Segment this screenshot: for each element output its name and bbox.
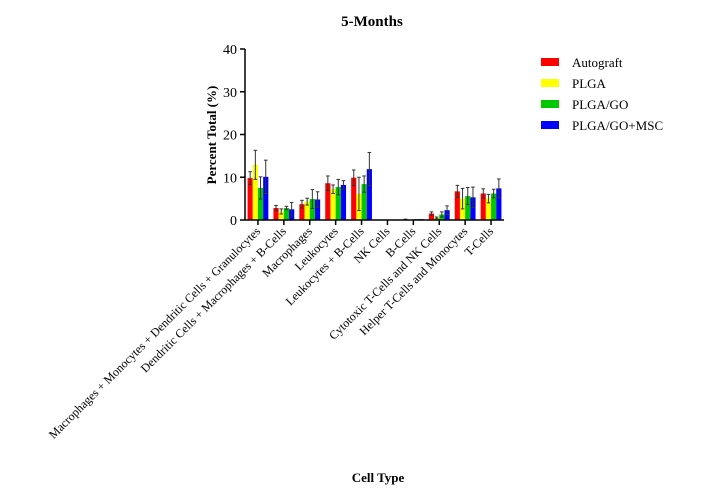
x-tick-label: Macrophages + Monocytes + Dendritic Cell… [46,224,263,441]
x-tick-label: T-Cells [462,224,497,259]
y-tick-label: 40 [223,43,237,58]
x-tick-label: Dendritic Cells + Macrophages + B-Cells [138,224,289,375]
bar [252,164,258,220]
bar [278,211,284,220]
bar [465,196,471,220]
legend-swatch [541,100,559,108]
bar [325,183,331,220]
bar [335,187,341,220]
bar [454,191,460,220]
legend-label: PLGA/GO+MSC [572,118,663,133]
bar [491,193,497,220]
bar [330,189,336,220]
bar [470,197,476,220]
bar [304,201,310,220]
legend: Autograft PLGA PLGA/GO PLGA/GO+MSC [541,55,663,133]
bar [257,187,264,220]
y-tick-label: 30 [223,86,237,101]
chart-title: 5-Months [341,14,403,30]
y-axis-title: Percent Total (%) [204,86,219,185]
bar [309,199,315,220]
bar [314,199,321,220]
bar [263,176,269,220]
y-tick-label: 0 [230,214,237,229]
legend-label: PLGA [572,76,607,91]
bar [340,184,347,220]
bar [366,169,372,220]
bar [485,198,492,220]
x-axis-title: Cell Type [352,470,405,485]
plot-area: Macrophages + Monocytes + Dendritic Cell… [46,43,504,441]
bar [496,188,502,220]
bar [351,177,357,220]
bar [273,208,279,220]
bar [361,184,367,220]
legend-label: Autograft [572,55,623,70]
bar [480,193,486,220]
legend-swatch [541,58,559,66]
y-tick-label: 20 [223,129,237,144]
bar [247,178,253,220]
bar [299,204,305,220]
y-tick-label: 10 [223,171,237,186]
bar [428,213,435,220]
legend-swatch [541,79,559,87]
bar [283,208,290,220]
legend-label: PLGA/GO [572,97,628,112]
legend-swatch [541,121,559,129]
bar [444,210,450,220]
